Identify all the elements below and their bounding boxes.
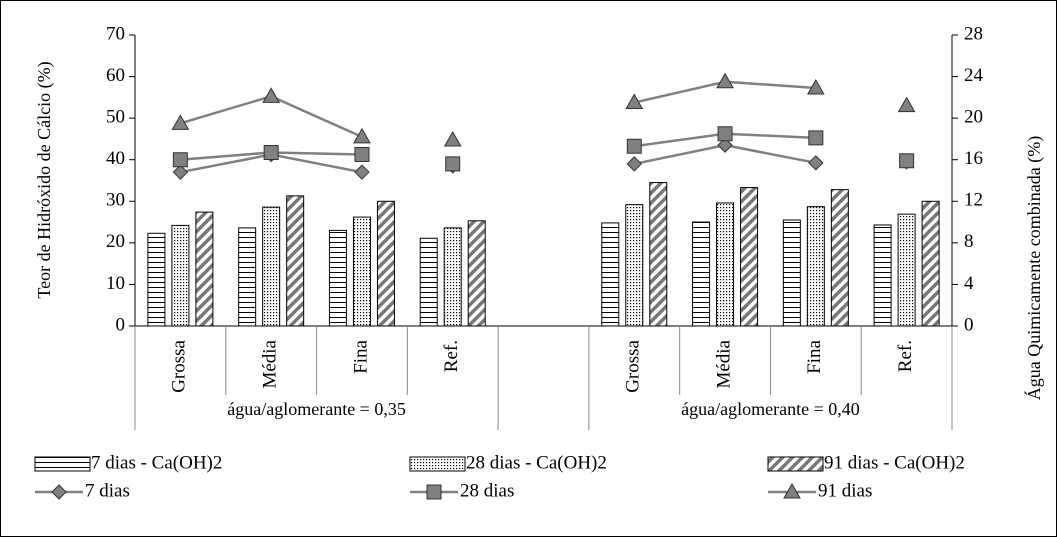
bar [806,206,825,327]
bar [147,232,166,327]
y2-tick-label: 4 [964,273,974,294]
marker [51,484,67,500]
y2-axis-title: Água Quimicamente combinada (%) [1023,136,1045,400]
marker [808,130,824,146]
y2-tick-label: 20 [964,107,983,128]
legend-label: 91 dias [818,480,872,501]
bar [376,200,395,327]
legend-label: 28 dias [460,480,514,501]
x-tick-label: Grossa [169,339,190,392]
marker [353,127,371,144]
legend-label: 7 dias - Ca(OH)2 [91,452,222,473]
y2-tick-label: 24 [964,65,984,86]
y-tick-label: 40 [106,148,125,169]
x-tick-label: Grossa [623,339,644,392]
bar [328,229,347,327]
bar [692,221,711,327]
y-tick-label: 50 [106,107,125,128]
marker [625,93,644,110]
bar [921,200,940,327]
legend-swatch [409,456,466,472]
legend-label: 28 dias - Ca(OH)2 [466,452,607,473]
marker [716,72,734,89]
y2-tick-label: 28 [964,23,983,44]
marker [626,156,642,172]
bar [601,222,620,327]
legend-swatch [767,456,824,472]
bar [352,216,371,327]
bar [897,213,916,327]
group-label: água/aglomerante = 0,40 [681,399,860,419]
bar [419,237,438,327]
marker [899,153,915,169]
marker [897,96,916,113]
y-tick-label: 70 [106,23,125,44]
y-tick-label: 0 [116,314,126,335]
marker [443,130,462,147]
x-tick-label: Fina [804,339,825,373]
marker [354,164,370,180]
legend-label: 91 dias - Ca(OH)2 [824,452,965,473]
marker [262,87,281,103]
marker [717,126,733,142]
marker [172,164,189,180]
legend-label: 7 dias [85,480,130,501]
x-tick-label: Fina [350,339,371,373]
marker [717,137,733,153]
bar [171,224,190,327]
x-tick-label: Média [260,339,281,388]
bar [262,206,281,327]
y2-tick-label: 16 [964,148,983,169]
legend-swatch [34,456,91,472]
marker [426,484,442,500]
y-tick-label: 60 [106,65,125,86]
marker [354,147,370,163]
y2-tick-label: 12 [964,190,983,211]
x-tick-label: Ref. [895,340,916,372]
group-label: água/aglomerante = 0,35 [227,399,406,419]
y-tick-label: 20 [106,231,125,252]
x-tick-label: Ref. [441,340,462,372]
marker [808,155,824,171]
bar [625,204,644,327]
bar [782,219,801,327]
marker [806,78,825,95]
marker [263,144,279,160]
y2-tick-label: 8 [964,231,974,252]
y-tick-label: 30 [106,190,125,211]
x-tick-label: Média [713,339,734,388]
bar [716,202,735,327]
marker [626,138,642,154]
bar [467,220,486,327]
bar [238,227,257,327]
marker [783,482,801,499]
marker [172,152,188,168]
bar [740,187,759,327]
marker [445,156,461,172]
bar [830,189,849,327]
bar [649,182,668,327]
y-tick-label: 10 [106,273,125,294]
bar [286,195,305,327]
y-axis-title: Teor de Hidróxido de Cálcio (%) [34,61,55,298]
y2-tick-label: 0 [964,314,974,335]
bar [195,211,214,327]
marker [171,114,190,130]
bar [873,224,892,327]
bar [443,227,462,327]
